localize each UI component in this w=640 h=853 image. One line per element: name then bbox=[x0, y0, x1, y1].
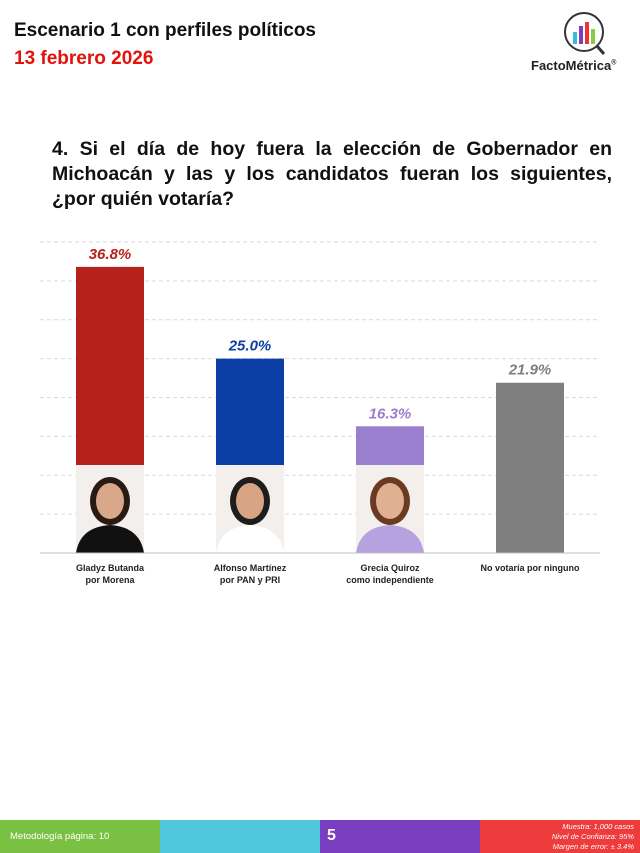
footer-cyan bbox=[160, 820, 320, 853]
page-number: 5 bbox=[327, 827, 336, 844]
x-tick-label: Gladyz Butanda por Morena bbox=[75, 563, 144, 585]
value-label: 16.3% bbox=[369, 405, 412, 422]
value-label: 25.0% bbox=[228, 338, 272, 355]
footer-green: Metodología página: 10 bbox=[0, 820, 160, 853]
methodology: Metodología página: 10 bbox=[10, 831, 110, 842]
note: Muestra: 1,000 casos bbox=[562, 822, 634, 831]
chart: 36.8% 25.0% 16.3% 21.9% bbox=[40, 241, 600, 554]
photo bbox=[76, 465, 144, 553]
logo: FactoMétrica® bbox=[531, 58, 616, 73]
footer-purple: 5 bbox=[320, 820, 480, 853]
logo-text: FactoMétrica bbox=[531, 58, 612, 73]
photo bbox=[356, 465, 424, 553]
value-label: 21.9% bbox=[508, 362, 552, 379]
date: 13 febrero 2026 bbox=[14, 48, 154, 69]
bar bbox=[496, 382, 564, 553]
note: Nivel de Confianza: 95% bbox=[551, 832, 634, 841]
x-tick-label: No votaría por ninguno bbox=[480, 563, 580, 573]
x-tick-label: Alfonso Martínez por PAN y PRI bbox=[213, 563, 287, 585]
question: 4. Si el día de hoy fuera la elección de… bbox=[52, 138, 612, 210]
photo bbox=[216, 465, 284, 553]
x-tick-label: Grecia Quiroz como independiente bbox=[346, 563, 434, 585]
page-title: Escenario 1 con perfiles políticos bbox=[14, 20, 316, 41]
note: Margen de error: ± 3.4% bbox=[552, 842, 634, 851]
logo-mark: ® bbox=[611, 59, 617, 67]
value-label: 36.8% bbox=[89, 246, 132, 263]
footer-red: Muestra: 1,000 casos Nivel de Confianza:… bbox=[480, 820, 640, 853]
logo-icon bbox=[564, 12, 606, 55]
